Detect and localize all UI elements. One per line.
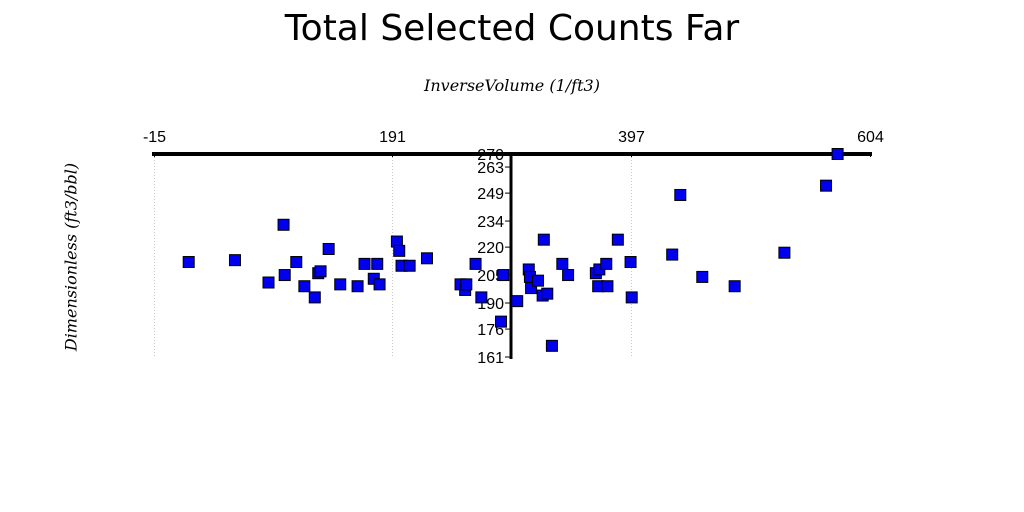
- data-point: [532, 274, 545, 287]
- data-point: [469, 257, 482, 270]
- data-point: [371, 257, 384, 270]
- data-point: [611, 233, 624, 246]
- data-point: [601, 280, 614, 293]
- data-point: [728, 280, 741, 293]
- data-point: [322, 242, 335, 255]
- y-tick-label: 234: [477, 214, 504, 231]
- data-point: [298, 280, 311, 293]
- data-point: [600, 257, 613, 270]
- data-point: [277, 218, 290, 231]
- data-point: [308, 291, 321, 304]
- chart-title: Total Selected Counts Far: [284, 8, 740, 49]
- data-point: [525, 282, 538, 295]
- data-point: [403, 259, 416, 272]
- data-point: [666, 248, 679, 261]
- y-tick-label: 249: [477, 186, 504, 203]
- data-point: [831, 148, 844, 160]
- data-point: [495, 315, 508, 328]
- data-point: [556, 257, 569, 270]
- data-point: [537, 233, 550, 246]
- x-tick-label: -15: [143, 129, 166, 146]
- data-point: [262, 276, 275, 289]
- data-point: [497, 269, 510, 282]
- data-point: [351, 280, 364, 293]
- data-point: [290, 256, 303, 269]
- y-tick-label: 161: [477, 350, 504, 367]
- x-axis-label: InverseVolume (1/ft3): [424, 76, 600, 95]
- data-point: [625, 291, 638, 304]
- data-point: [820, 179, 833, 192]
- data-point: [624, 256, 637, 269]
- data-point: [228, 254, 241, 267]
- data-point: [545, 339, 558, 352]
- data-point: [674, 188, 687, 201]
- data-point: [541, 287, 554, 300]
- data-point: [373, 278, 386, 291]
- data-point: [420, 252, 433, 265]
- data-point: [393, 244, 406, 257]
- data-point: [511, 295, 524, 308]
- data-point: [358, 257, 371, 270]
- y-tick-label: 263: [477, 160, 504, 177]
- data-point: [475, 291, 488, 304]
- data-point: [460, 278, 473, 291]
- y-tick-label: 270: [477, 147, 504, 164]
- x-tick-label: 191: [379, 129, 406, 146]
- data-point: [314, 265, 327, 278]
- data-point: [182, 256, 195, 269]
- data-point: [562, 269, 575, 282]
- data-point: [778, 246, 791, 259]
- data-point: [278, 269, 291, 282]
- x-tick-label: 604: [857, 129, 884, 146]
- x-tick-label: 397: [618, 129, 645, 146]
- y-tick-label: 220: [477, 240, 504, 257]
- data-point: [696, 270, 709, 283]
- data-point: [334, 278, 347, 291]
